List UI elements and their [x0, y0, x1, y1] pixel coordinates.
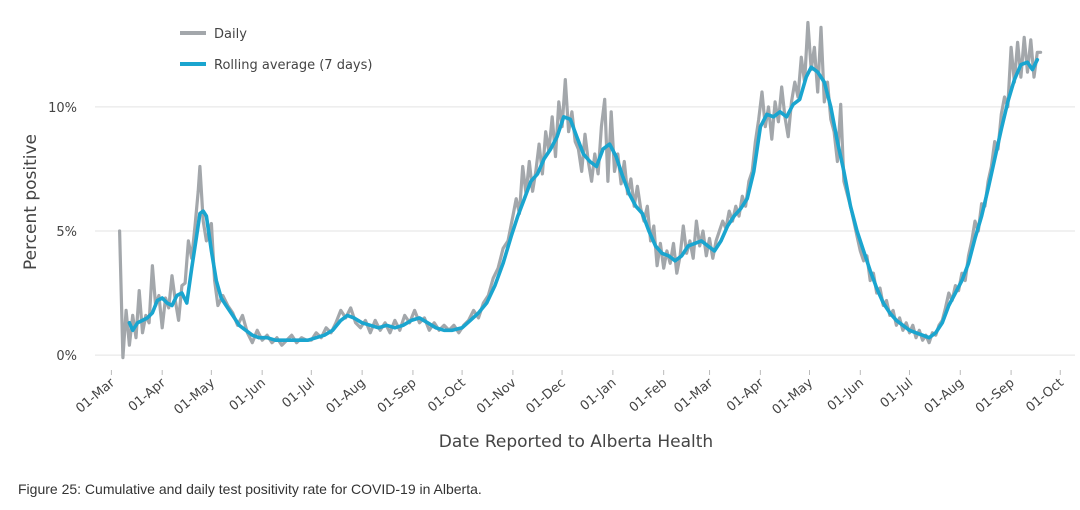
legend-label-daily: Daily — [214, 27, 247, 42]
y-tick-label: 10% — [48, 101, 77, 116]
x-tick-label: 01-Nov — [474, 375, 520, 417]
y-tick-label: 5% — [56, 225, 77, 240]
legend-label-rolling: Rolling average (7 days) — [214, 58, 372, 73]
chart-plot-area — [118, 20, 1043, 360]
x-tick-label: 01-Aug — [922, 376, 967, 417]
x-tick-label: 01-Dec — [523, 376, 568, 417]
x-tick-label: 01-Jul — [279, 376, 317, 412]
x-tick-label: 01-Jun — [227, 376, 269, 415]
y-axis-title: Percent positive — [21, 134, 41, 270]
x-tick-label: 01-Mar — [73, 375, 118, 416]
x-tick-label: 01-May — [770, 375, 817, 418]
x-tick-label: 01-Apr — [724, 375, 767, 415]
x-tick-label: 01-May — [171, 375, 218, 418]
chart-grid — [95, 106, 1075, 356]
x-tick-label: 01-Sep — [973, 376, 1018, 417]
figure-caption: Figure 25: Cumulative and daily test pos… — [18, 481, 482, 497]
x-tick-label: 01-Jun — [825, 376, 867, 415]
x-tick-label: 01-Jul — [878, 376, 916, 412]
x-axis: 01-Mar 01-Apr 01-May 01-Jun 01-Jul 01-Aug 01-S… — [73, 370, 1067, 418]
x-tick-label: 01-Aug — [324, 376, 369, 417]
y-axis: 0% 5% 10% — [48, 101, 77, 364]
series-line-rolling-average — [127, 57, 1040, 342]
y-tick-label: 0% — [56, 349, 77, 364]
legend: Daily Rolling average (7 days) — [180, 27, 372, 73]
x-tick-label: 01-Sep — [375, 376, 420, 417]
chart: 01-Mar 01-Apr 01-May 01-Jun 01-Jul 01-Aug 01-S… — [21, 20, 1075, 452]
x-tick-label: 01-Jan — [578, 376, 620, 414]
x-tick-label: 01-Oct — [1023, 376, 1066, 416]
x-tick-label: 01-Mar — [671, 375, 716, 416]
x-tick-label: 01-Oct — [425, 376, 468, 416]
x-tick-label: 01-Apr — [126, 375, 169, 415]
x-axis-title: Date Reported to Alberta Health — [439, 432, 713, 452]
x-tick-label: 01-Feb — [627, 376, 671, 416]
